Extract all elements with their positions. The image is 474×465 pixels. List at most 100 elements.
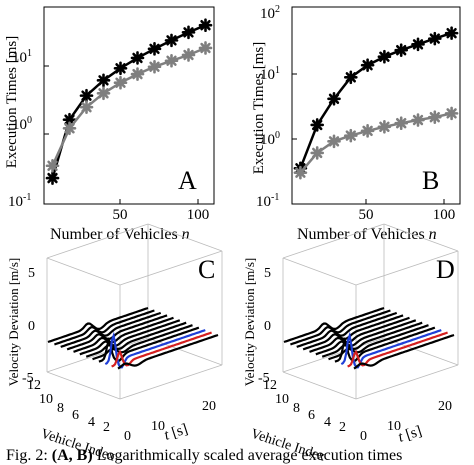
- panel-d-index-ticks: 12 10 8 6 4 2: [263, 378, 346, 435]
- panel-c-itick-6: 6: [72, 408, 79, 423]
- panel-b-ytick-2: 100: [260, 130, 280, 148]
- panel-c-index-ticks: 12 10 8 6 4 2: [27, 378, 110, 435]
- panel-b-series-2-point: [310, 146, 325, 160]
- panel-b-series-1-point: [394, 43, 409, 57]
- panel-b-series-1-line: [299, 31, 452, 169]
- panel-d-plot: [283, 306, 455, 370]
- panel-a-xtick-50: 50: [113, 207, 128, 223]
- panel-a-series-1-point: [147, 42, 162, 56]
- panel-a-series-2-point: [96, 86, 111, 101]
- panel-c-t-ticks: 0 10 20: [124, 399, 216, 444]
- panel-d-zlabel: Velocity Deviation [m/s]: [242, 258, 257, 387]
- panel-a-series-2-point: [164, 53, 179, 68]
- panel-c-ttick-10: 10: [151, 419, 165, 434]
- panel-c-frame: [46, 223, 223, 400]
- panel-a-series-1-point: [198, 18, 213, 32]
- panel-d-trace-8: [309, 316, 410, 353]
- panel-b-label: B: [422, 166, 439, 195]
- panel-c-ttick-20: 20: [202, 399, 216, 414]
- panel-d-trace-11: [290, 309, 391, 346]
- panel-b-series-2-point: [360, 124, 375, 138]
- panel-d-trace-12: [283, 306, 385, 344]
- panel-b-series-1-point: [360, 58, 375, 72]
- panel-c-ztick-5: 5: [28, 266, 35, 281]
- panel-c-label: C: [198, 255, 215, 284]
- panel-a-series-1-line: [51, 24, 206, 179]
- panel-d-frame: [282, 223, 459, 400]
- panel-b-ytick-3: 101: [260, 65, 280, 83]
- panel-a-label: A: [178, 166, 197, 195]
- panel-b-series-1-point: [411, 37, 425, 52]
- panel-b-axes-box: [291, 6, 461, 205]
- panel-b-series-1-point: [310, 118, 325, 132]
- panel-d-trace-3: [340, 329, 442, 369]
- panel-d-t-ticks: 0 10 20: [360, 399, 452, 444]
- panel-a-series-1-point: [130, 51, 145, 65]
- panel-c-trace-10: [60, 311, 162, 348]
- panel-b: B 10-1 100 101 102 50 100 Execution Time…: [251, 4, 461, 223]
- caption-bold: (A, B): [51, 447, 93, 464]
- panel-b-series-2-point: [444, 106, 459, 121]
- panel-a-series-2-point: [181, 48, 196, 62]
- panel-a-series-1-point: [96, 73, 111, 88]
- panel-d-itick-8: 8: [293, 401, 300, 416]
- figure-caption: Fig. 2: (A, B) Logarithmically scaled av…: [6, 447, 474, 465]
- panel-a-xlabel: Number of Vehicles n: [50, 226, 190, 243]
- panel-a-plot: [45, 18, 213, 185]
- panel-c-itick-10: 10: [39, 392, 53, 407]
- panel-a-series-2-point: [198, 41, 213, 55]
- panel-c-trace-1: [117, 333, 219, 370]
- panel-c-trace-7: [79, 319, 181, 356]
- panel-d-tlabel: t [s]: [396, 423, 424, 446]
- panel-b-series-1-point: [444, 26, 459, 40]
- panel-b-yticks: 10-1 100 101 102: [256, 4, 280, 210]
- panel-d-trace-7: [315, 319, 417, 356]
- panel-d-itick-10: 10: [275, 392, 289, 407]
- panel-d-trace-5: [328, 324, 429, 361]
- panel-a-series-1-point: [45, 171, 60, 185]
- panel-b-xlabel: Number of Vehicles n: [297, 226, 437, 243]
- panel-a-ytick-2: 100: [12, 115, 32, 133]
- panel-b-series-2-point: [293, 165, 308, 180]
- panel-a-series-2-point: [62, 121, 77, 136]
- panel-d-trace-10: [296, 311, 398, 348]
- panel-a-grid-ticks: [44, 65, 199, 204]
- panel-a-ytick-1: 10-1: [8, 192, 31, 210]
- panel-a-series-2-point: [113, 75, 128, 90]
- panel-a-xtick-100: 100: [187, 207, 210, 223]
- panel-a-series-2-point: [45, 158, 60, 173]
- panel-d-ztick-5: 5: [264, 266, 271, 281]
- panel-a-series-2-point: [130, 67, 145, 81]
- panel-a-series-1-point: [181, 25, 196, 40]
- panel-d-trace-6: [321, 321, 423, 358]
- panel-c-trace-6: [85, 321, 187, 358]
- panel-b-ylabel: Execution Times [ms]: [251, 42, 267, 175]
- panel-c-trace-4: [98, 326, 200, 363]
- panel-b-series-2-point: [411, 113, 425, 127]
- panel-b-series-2-point: [427, 110, 442, 124]
- panel-d-ttick-20: 20: [438, 399, 452, 414]
- panel-d-ztick-m5: -5: [258, 371, 270, 386]
- panel-a-series-1-point: [164, 33, 179, 48]
- panel-c-itick-12: 12: [27, 378, 41, 393]
- panel-c-plot: [47, 306, 219, 370]
- panel-c: C 5 0 -5 Velocity Deviation [m/s] 12 10 …: [6, 223, 223, 465]
- panel-c-trace-3: [104, 329, 206, 369]
- panel-b-series-1-point: [427, 31, 442, 46]
- panel-c-trace-9: [66, 314, 168, 351]
- panel-a-series-2-point: [79, 100, 94, 114]
- panel-d-itick-6: 6: [308, 408, 315, 423]
- panel-a-yticks: 10-1 100 101: [8, 48, 32, 210]
- panel-b-series-1-point: [343, 70, 358, 85]
- panel-d-ztick-0: 0: [264, 319, 271, 334]
- panel-b-series-2-point: [377, 119, 392, 134]
- panel-a: A 10-1 100 101 50 100 Execution Times [m…: [4, 6, 215, 223]
- panel-c-tlabel: t [s]: [162, 421, 190, 444]
- panel-d-ttick-10: 10: [387, 419, 401, 434]
- panel-b-grid-ticks: [292, 73, 445, 204]
- panel-b-series-1-point: [377, 49, 392, 64]
- panel-d-itick-12: 12: [263, 378, 277, 393]
- panel-b-series-1-point: [327, 91, 341, 106]
- panel-c-ztick-m5: -5: [22, 371, 34, 386]
- panel-c-itick-8: 8: [57, 401, 64, 416]
